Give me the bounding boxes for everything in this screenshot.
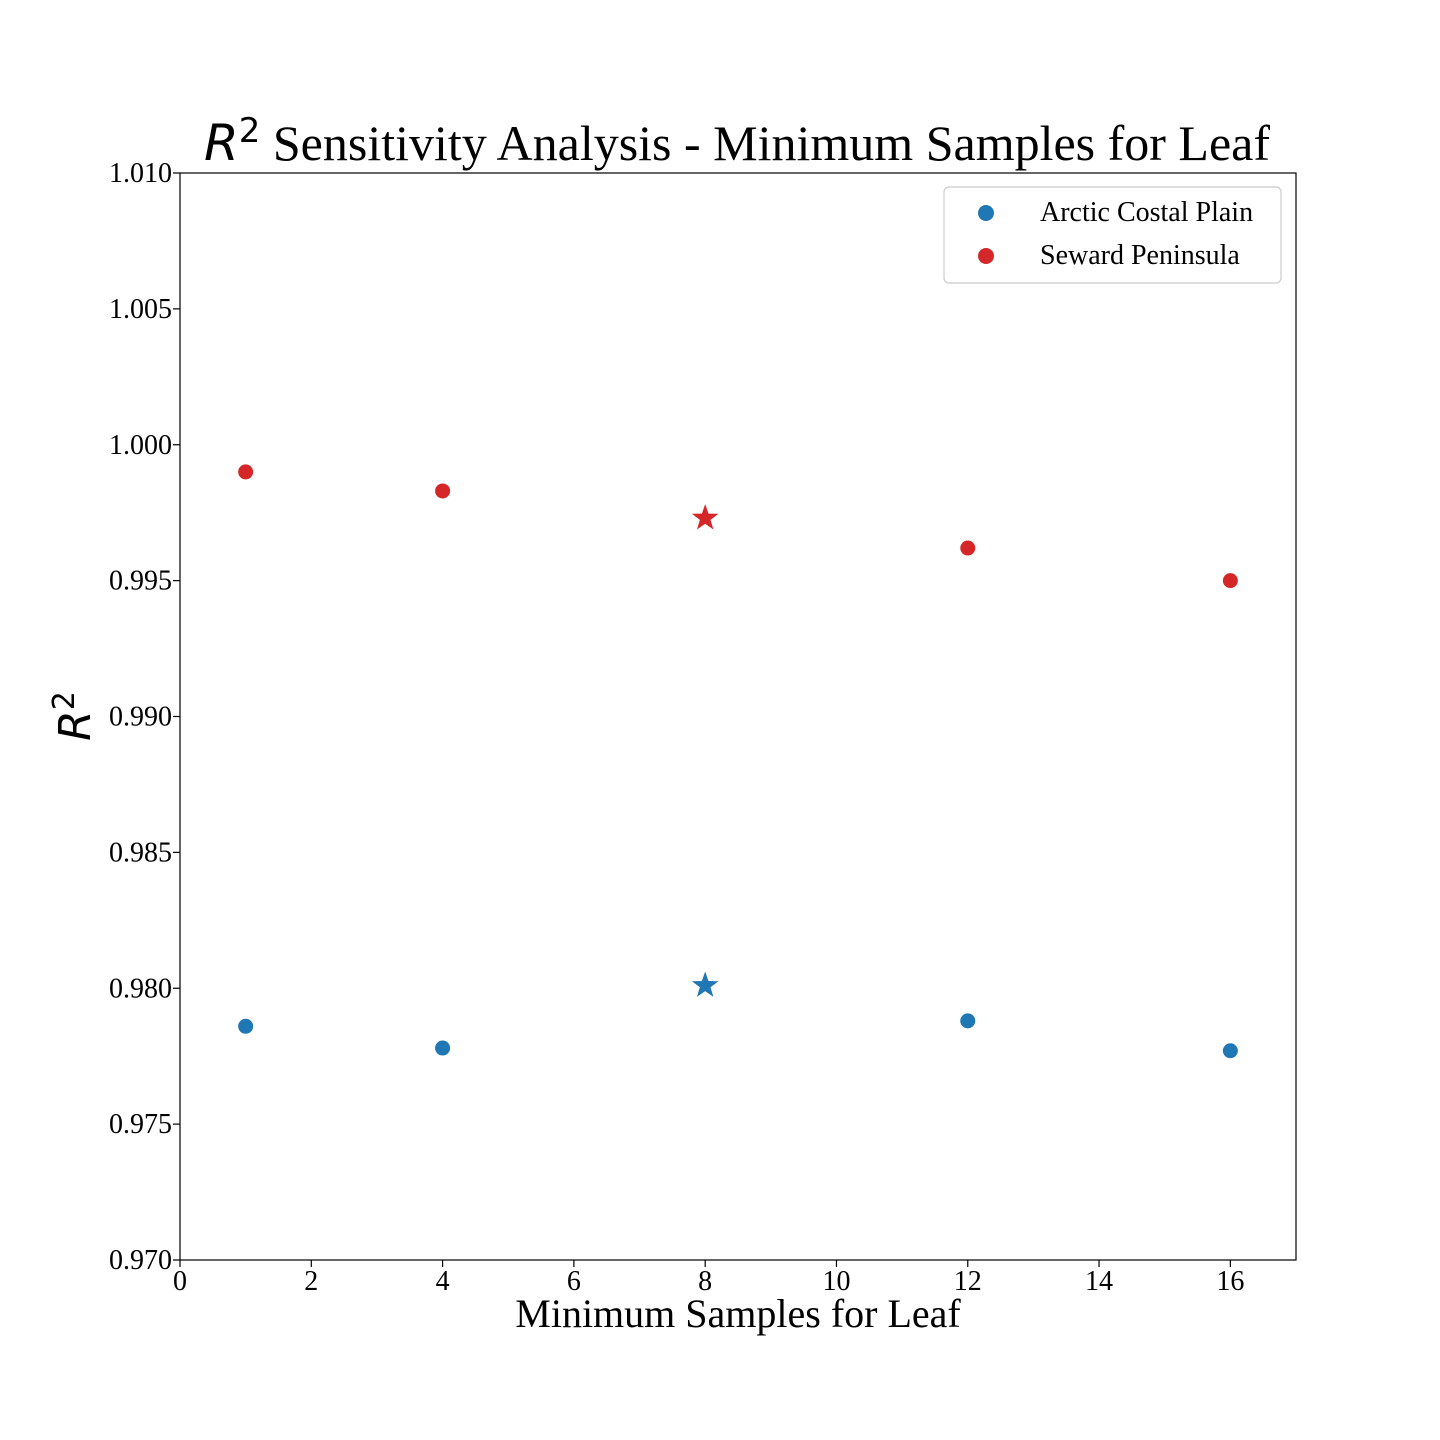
x-tick-label: 8: [698, 1266, 712, 1297]
x-tick-label: 4: [436, 1266, 450, 1297]
x-tick-label: 0: [173, 1266, 187, 1297]
y-tick-label: 0.980: [109, 973, 172, 1004]
data-point-arctic-costal-plain: [960, 1013, 976, 1029]
x-tick-label: 2: [304, 1266, 318, 1297]
legend: Arctic Costal Plain Seward Peninsula: [943, 186, 1282, 284]
y-axis-math-symbol: R: [50, 710, 101, 741]
y-tick-label: 0.970: [109, 1245, 172, 1276]
y-tick-label: 0.990: [109, 702, 172, 733]
title-math-symbol: R: [204, 114, 239, 172]
legend-marker-arctic-costal-plain: [978, 205, 994, 221]
data-point-seward-peninsula: [1222, 573, 1238, 589]
y-tick-label: 0.995: [109, 566, 172, 597]
legend-marker-seward-peninsula: [978, 248, 994, 264]
data-point-seward-peninsula: [238, 464, 254, 480]
data-point-arctic-costal-plain: [435, 1040, 451, 1056]
y-axis-label: R2: [47, 691, 101, 741]
legend-frame: [943, 186, 1282, 284]
data-point-seward-peninsula: [435, 483, 451, 499]
y-axis-ticks: 0.970 0.975 0.980 0.985 0.990 0.995 1.000 1.005…: [109, 158, 180, 1276]
y-tick-label: 1.005: [109, 294, 172, 325]
data-point-star-arctic-costal-plain: [691, 971, 719, 997]
x-tick-label: 10: [822, 1266, 850, 1297]
plot-area-frame: [179, 172, 1297, 1261]
legend-label-arctic-costal-plain: Arctic Costal Plain: [1040, 197, 1253, 228]
y-tick-label: 1.000: [109, 430, 172, 461]
x-axis-ticks: 0 2 4 6 8 10 12 14 16: [173, 1260, 1244, 1297]
x-tick-label: 12: [954, 1266, 982, 1297]
data-point-star-seward-peninsula: [691, 504, 719, 530]
y-axis-math-superscript: 2: [47, 691, 82, 710]
title-text: Sensitivity Analysis - Minimum Samples f…: [260, 115, 1270, 171]
legend-label-seward-peninsula: Seward Peninsula: [1040, 240, 1240, 271]
y-tick-label: 1.010: [109, 158, 172, 189]
x-tick-label: 14: [1085, 1266, 1113, 1297]
data-point-arctic-costal-plain: [238, 1018, 254, 1034]
data-points: [238, 464, 1238, 1059]
chart-title: R2 Sensitivity Analysis - Minimum Sample…: [204, 111, 1270, 172]
x-tick-label: 6: [567, 1266, 581, 1297]
y-tick-label: 0.975: [109, 1109, 172, 1140]
data-point-arctic-costal-plain: [1222, 1043, 1238, 1059]
y-tick-label: 0.985: [109, 837, 172, 868]
title-math-superscript: 2: [239, 111, 261, 151]
data-point-seward-peninsula: [960, 540, 976, 556]
x-tick-label: 16: [1216, 1266, 1244, 1297]
x-axis-label: Minimum Samples for Leaf: [515, 1291, 961, 1336]
